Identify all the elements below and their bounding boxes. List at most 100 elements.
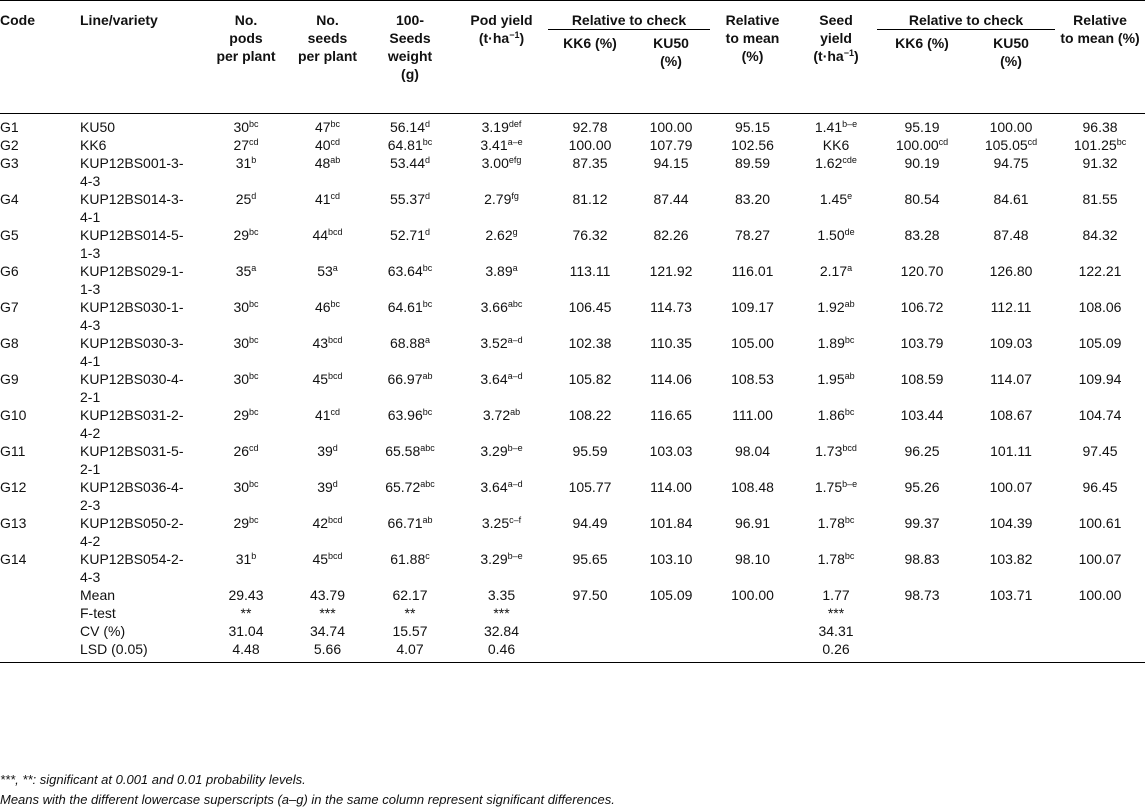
- header-seed-yield-close: ): [853, 48, 859, 64]
- cell-rel-check-ku50-value: 114.06: [650, 371, 692, 387]
- cell-code-value: G3: [0, 155, 19, 171]
- cell-code-value: G2: [0, 137, 19, 153]
- cell-pods-value: 29: [233, 515, 250, 531]
- cell-seed-weight-superscript: bc: [422, 299, 433, 309]
- cell-rel-check-kk6: 76.32: [548, 226, 632, 262]
- cell-seeds: 41cd: [290, 406, 365, 442]
- cell-pod-yield-superscript: def: [508, 119, 522, 129]
- cell-rel-check-ku50: 101.84: [632, 514, 710, 550]
- cell-seed-yield-superscript: ab: [844, 371, 855, 381]
- cell-summary-weight-value: 4.07: [396, 641, 424, 657]
- cell-line-variety: KUP12BS030-3- 4-1: [52, 334, 202, 370]
- cell-seed-weight-superscript: bc: [422, 263, 433, 273]
- cell-rel-check-kk6: 95.59: [548, 442, 632, 478]
- cell-rel-check-kk6-2-superscript: cd: [938, 137, 949, 147]
- cell-rel-check-ku50-2-value: 94.75: [993, 155, 1029, 171]
- table-row: G7 KUP12BS030-1- 4-3 30bc 46bc 64.61bc 3.66abc…: [0, 298, 1145, 334]
- cell-rel-check-kk6-value: 81.12: [572, 191, 608, 207]
- cell-seeds-value: 41: [314, 407, 331, 423]
- cell-seeds-superscript: bcd: [328, 335, 343, 345]
- cell-rel-mean: 83.20: [710, 190, 795, 226]
- cell-rel-mean-2-value: 109.94: [1078, 371, 1122, 387]
- cell-line-variety: KUP12BS054-2- 4-3: [52, 550, 202, 586]
- cell-line-variety: KU50: [52, 114, 202, 136]
- table-row: G11 KUP12BS031-5- 2-1 26cd 39d 65.58abc 3.29b–…: [0, 442, 1145, 478]
- cell-pods: 30bc: [202, 334, 290, 370]
- cell-rel-check-kk6-2-value: 106.72: [900, 299, 944, 315]
- cell-rel-mean-value: 96.91: [734, 515, 771, 531]
- cell-pods-value: 31: [235, 155, 252, 171]
- summary-row: CV (%) 31.04 34.74 15.57 32.84 34.31: [0, 622, 1145, 640]
- cell-rel-check-ku50-value: 94.15: [653, 155, 689, 171]
- cell-summary-weight-value: 62.17: [392, 587, 428, 603]
- summary-row: LSD (0.05) 4.48 5.66 4.07 0.46 0.26: [0, 640, 1145, 663]
- cell-pods-value: 30: [233, 299, 250, 315]
- cell-line-variety-line2: 4-3: [80, 173, 101, 189]
- cell-rel-check-kk6-2: 120.70: [877, 262, 967, 298]
- cell-summary-label: F-test: [52, 604, 202, 622]
- cell-rel-check-ku50: 87.44: [632, 190, 710, 226]
- cell-rel-check-ku50-2-value: 108.67: [989, 407, 1033, 423]
- cell-line-variety-line1: KU50: [80, 119, 116, 135]
- cell-line-variety: KUP12BS050-2- 4-2: [52, 514, 202, 550]
- cell-summary-pods-value: 4.48: [232, 641, 260, 657]
- cell-pod-yield-superscript: b–e: [507, 551, 523, 561]
- header-relative-to-check: Relative to check: [548, 0, 711, 30]
- cell-pods-value: 29: [233, 407, 250, 423]
- cell-pods-superscript: bc: [249, 119, 259, 129]
- cell-pods: 35a: [202, 262, 290, 298]
- cell-summary-seed-yield-value: 1.77: [822, 587, 850, 603]
- cell-seed-weight: 61.88c: [365, 550, 455, 586]
- cell-summary-rc-ku50: [632, 604, 710, 622]
- cell-summary-seed-yield: 0.26: [795, 640, 877, 663]
- cell-code: G2: [0, 136, 52, 154]
- cell-rel-mean: 111.00: [710, 406, 795, 442]
- cell-rel-check-ku50: 94.15: [632, 154, 710, 190]
- header-code: Code: [0, 0, 52, 114]
- cell-pod-yield-superscript: c–f: [509, 515, 522, 525]
- cell-summary-weight-value: 15.57: [392, 623, 428, 639]
- cell-pods-value: 30: [233, 479, 250, 495]
- cell-rel-check-ku50: 110.35: [632, 334, 710, 370]
- header-ku50-2-line1: KU50: [993, 35, 1029, 51]
- cell-rel-check-ku50-2: 100.00: [967, 114, 1055, 136]
- header-weight-line3: weight: [387, 48, 433, 64]
- cell-rel-mean: 98.04: [710, 442, 795, 478]
- table-row: G4 KUP12BS014-3- 4-1 25d 41cd 55.37d 2.79fg 81.…: [0, 190, 1145, 226]
- cell-rel-mean-2-value: 84.32: [1082, 227, 1118, 243]
- header-ku50-line2: (%): [660, 53, 682, 69]
- cell-summary-pod-yield-value: 32.84: [483, 623, 520, 639]
- cell-seed-yield: 1.95ab: [795, 370, 877, 406]
- cell-rel-mean-2: 101.25bc: [1055, 136, 1145, 154]
- cell-seed-yield-superscript: bc: [844, 407, 855, 417]
- cell-rel-check-ku50-2: 84.61: [967, 190, 1055, 226]
- cell-rel-mean-2-value: 100.61: [1078, 515, 1122, 531]
- cell-seed-yield-value: 1.73: [815, 443, 843, 459]
- cell-summary-seeds-value: 43.79: [309, 587, 346, 603]
- cell-rel-mean-value: 98.10: [734, 551, 771, 567]
- cell-summary-pod-yield: 32.84: [455, 622, 548, 640]
- cell-pod-yield: 3.52a–d: [455, 334, 548, 370]
- cell-summary-rc2-ku50: 103.71: [967, 586, 1055, 604]
- cell-rel-check-ku50-2-value: 109.03: [989, 335, 1033, 351]
- cell-summary-seed-yield-value: 34.31: [818, 623, 854, 639]
- cell-pods: 31b: [202, 154, 290, 190]
- cell-summary-weight-value: **: [404, 605, 416, 621]
- cell-seed-yield-superscript: bcd: [842, 443, 857, 453]
- cell-pods-value: 30: [233, 119, 250, 135]
- cell-pod-yield-value: 3.29: [480, 551, 508, 567]
- header-pod-yield-exp: −1: [509, 30, 520, 40]
- cell-rel-check-ku50-value: 87.44: [653, 191, 689, 207]
- cell-pods-value: 29: [233, 227, 250, 243]
- cell-code-value: G12: [0, 479, 27, 495]
- cell-summary-rc2-ku50: [967, 622, 1055, 640]
- cell-summary-seeds: 43.79: [290, 586, 365, 604]
- cell-summary-spacer: [0, 604, 52, 622]
- cell-pods: 27cd: [202, 136, 290, 154]
- cell-seeds-superscript: bcd: [328, 227, 343, 237]
- cell-pods-superscript: bc: [249, 371, 259, 381]
- table-row: G2 KK6 27cd 40cd 64.81bc 3.41a–e 100.00 107.79 1…: [0, 136, 1145, 154]
- cell-code: G7: [0, 298, 52, 334]
- table-row: G9 KUP12BS030-4- 2-1 30bc 45bcd 66.97ab 3.64a–…: [0, 370, 1145, 406]
- cell-line-variety: KUP12BS036-4- 2-3: [52, 478, 202, 514]
